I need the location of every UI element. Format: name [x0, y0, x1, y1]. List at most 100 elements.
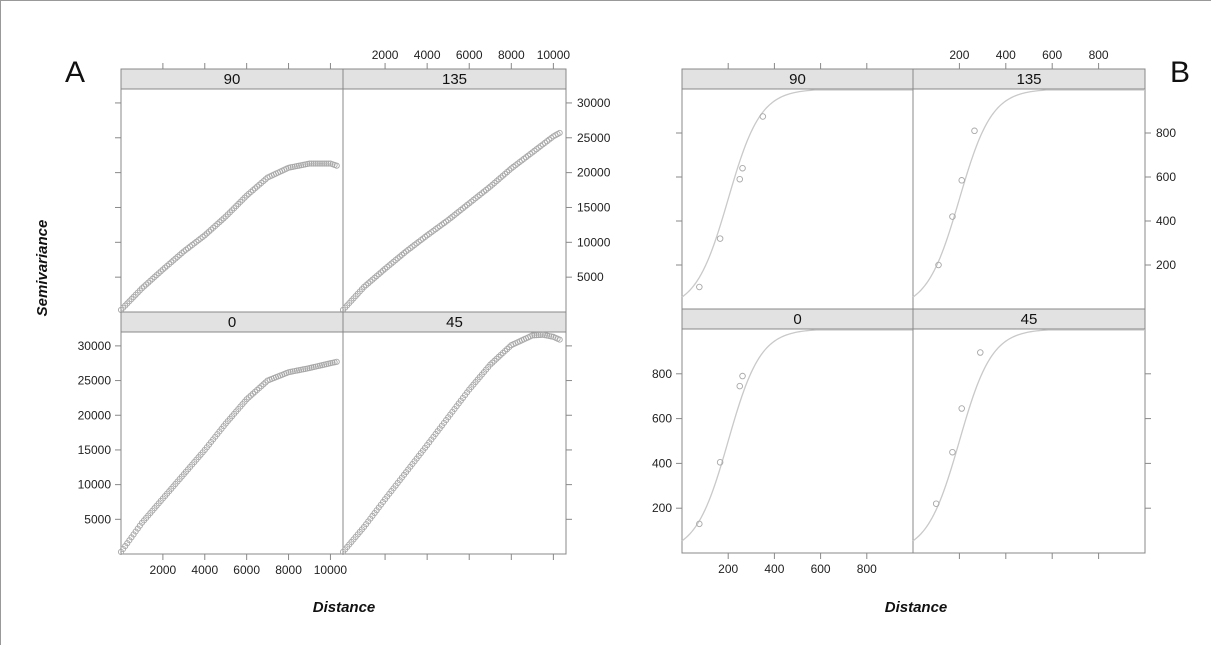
a-panel-0-border	[120, 311, 344, 555]
b-panel-0-y-tick-label: 200	[652, 501, 672, 515]
b-panel-45: 45	[912, 308, 1151, 559]
b-panel-135-x-tick-label-top: 200	[949, 48, 969, 62]
a-panel-0-y-tick-label: 30000	[78, 339, 112, 353]
a-panel-90-data-point	[316, 160, 324, 167]
b-panel-135-strip-label: 135	[1016, 71, 1041, 88]
b-panel-45-data-point	[977, 349, 984, 356]
a-panel-90-data-point	[237, 198, 244, 205]
a-panel-135-y-tick-label-right: 5000	[577, 270, 604, 284]
b-panel-135-x-tick-label-top: 400	[996, 48, 1016, 62]
a-panel-90-data-point	[321, 160, 328, 167]
a-panel-90-data-point	[325, 160, 332, 167]
b-panel-135: 135 200 400 600 800 200 400 600 800	[912, 48, 1176, 310]
a-panel-90-data-point	[333, 162, 340, 169]
a-panel-135-y-tick-label-right: 20000	[577, 166, 611, 180]
a-panel-135-x-tick-label-top: 8000	[498, 48, 525, 62]
b-panel-135-data-point	[949, 213, 956, 220]
a-panel-90-data-point	[224, 211, 231, 218]
b-panel-90-border	[681, 68, 914, 310]
b-panel-0-strip-label: 0	[793, 311, 801, 328]
chart-b-lattice: 90 135 200 400 600 800 200 400 600 800 0 200 400 600 8…	[652, 48, 1176, 576]
figure-a-letter: A	[65, 56, 85, 89]
b-panel-0-x-tick-label: 800	[857, 562, 877, 576]
b-panel-135-y-tick-label-right: 800	[1156, 126, 1176, 140]
b-panel-90-model-curve	[681, 89, 913, 298]
a-panel-135-y-tick-label-right: 30000	[577, 96, 611, 110]
b-panel-0-y-tick-label: 800	[652, 367, 672, 381]
a-panel-135-x-tick-label-top: 6000	[456, 48, 483, 62]
a-panel-45-data-point	[529, 332, 536, 339]
a-panel-0-x-tick-label: 4000	[191, 563, 218, 577]
a-panel-0-y-tick-label: 5000	[84, 512, 111, 526]
b-panel-0-y-tick-label: 400	[652, 456, 672, 470]
b-panel-0-data-point	[739, 372, 746, 380]
b-panel-0-x-tick-label: 400	[764, 562, 784, 576]
b-panel-135-data-point	[958, 177, 965, 184]
b-panel-90-strip-label: 90	[789, 71, 806, 88]
a-panel-0-y-tick-label: 15000	[78, 443, 112, 457]
a-panel-45: 45	[339, 311, 572, 560]
a-panel-90-data-point	[228, 207, 236, 214]
b-panel-135-y-tick-label-right: 400	[1156, 214, 1176, 228]
b-panel-135-data-point	[971, 127, 978, 135]
a-panel-90-data-point	[231, 205, 238, 212]
a-panel-90-data-point	[308, 160, 315, 167]
chart-a-lattice: 90 135 2000 4000 6000 8000 10000 5000 10000 15000…	[78, 48, 611, 577]
a-panel-0-y-tick-label: 25000	[78, 374, 112, 388]
figure-a-x-axis-title: Distance	[313, 599, 376, 616]
a-panel-135-y-tick-label-right: 15000	[577, 200, 611, 214]
a-panel-45-border	[342, 311, 567, 555]
b-panel-45-data-point	[949, 448, 956, 456]
b-panel-90-data-point	[739, 164, 746, 172]
figure-a-y-axis-title: Semivariance	[34, 220, 51, 317]
b-panel-0-data-point	[696, 520, 703, 528]
a-panel-135-y-tick-label-right: 10000	[577, 235, 611, 249]
b-panel-45-data-point	[958, 405, 965, 412]
a-panel-0: 0 2000 4000 6000 8000 10000 5000 10000 15000 2000…	[78, 311, 348, 577]
a-panel-0-strip-label: 0	[228, 314, 236, 331]
b-panel-90-data-point	[716, 235, 724, 242]
a-panel-45-data-point	[537, 331, 544, 338]
a-panel-0-y-tick-label: 10000	[78, 478, 112, 492]
b-panel-135-x-tick-label-top: 600	[1042, 48, 1062, 62]
b-panel-0-border	[681, 308, 914, 554]
b-panel-90-data-point	[759, 113, 767, 120]
a-panel-45-data-point	[535, 331, 542, 339]
b-panel-90-data-point	[736, 175, 744, 183]
a-panel-90-strip-label: 90	[224, 71, 241, 88]
b-panel-90-data-point	[696, 283, 703, 291]
a-panel-45-data-point	[556, 336, 563, 343]
a-panel-0-data-point	[333, 358, 340, 365]
b-panel-135-border	[912, 68, 1146, 310]
a-panel-45-data-point	[533, 332, 540, 339]
a-panel-90-data-point	[314, 160, 321, 167]
b-panel-0-x-tick-label: 200	[718, 562, 738, 576]
b-panel-45-data-point	[932, 500, 940, 507]
b-panel-0-model-curve	[681, 329, 913, 542]
a-panel-135-x-tick-label-top: 4000	[414, 48, 441, 62]
figure-b-letter: B	[1170, 56, 1190, 89]
a-panel-0-x-tick-label: 6000	[233, 563, 260, 577]
b-panel-0-data-point	[736, 382, 744, 390]
b-panel-45-strip-label: 45	[1021, 311, 1038, 328]
a-panel-45-data-point	[531, 332, 538, 339]
a-panel-90-data-point	[241, 194, 248, 201]
a-panel-135-x-tick-label-top: 10000	[537, 48, 571, 62]
a-panel-0-y-tick-label: 20000	[78, 408, 112, 422]
a-panel-90-data-point	[226, 209, 233, 216]
b-panel-135-model-curve	[912, 89, 1145, 298]
a-panel-135: 135 2000 4000 6000 8000 10000 5000 10000 15000 20…	[339, 48, 611, 313]
a-panel-0-x-tick-label: 10000	[314, 563, 348, 577]
a-panel-135-y-tick-label-right: 25000	[577, 131, 611, 145]
a-panel-90-data-point	[310, 160, 317, 167]
b-panel-0-x-tick-label: 600	[811, 562, 831, 576]
a-panel-135-x-tick-label-top: 2000	[372, 48, 399, 62]
a-panel-0-x-tick-label: 8000	[275, 563, 302, 577]
b-panel-90: 90	[676, 63, 914, 310]
a-panel-90-data-point	[235, 200, 242, 208]
a-panel-90-data-point	[306, 160, 313, 167]
b-panel-0-y-tick-label: 600	[652, 412, 672, 426]
a-panel-90-data-point	[233, 203, 240, 210]
b-panel-45-border	[912, 308, 1146, 554]
